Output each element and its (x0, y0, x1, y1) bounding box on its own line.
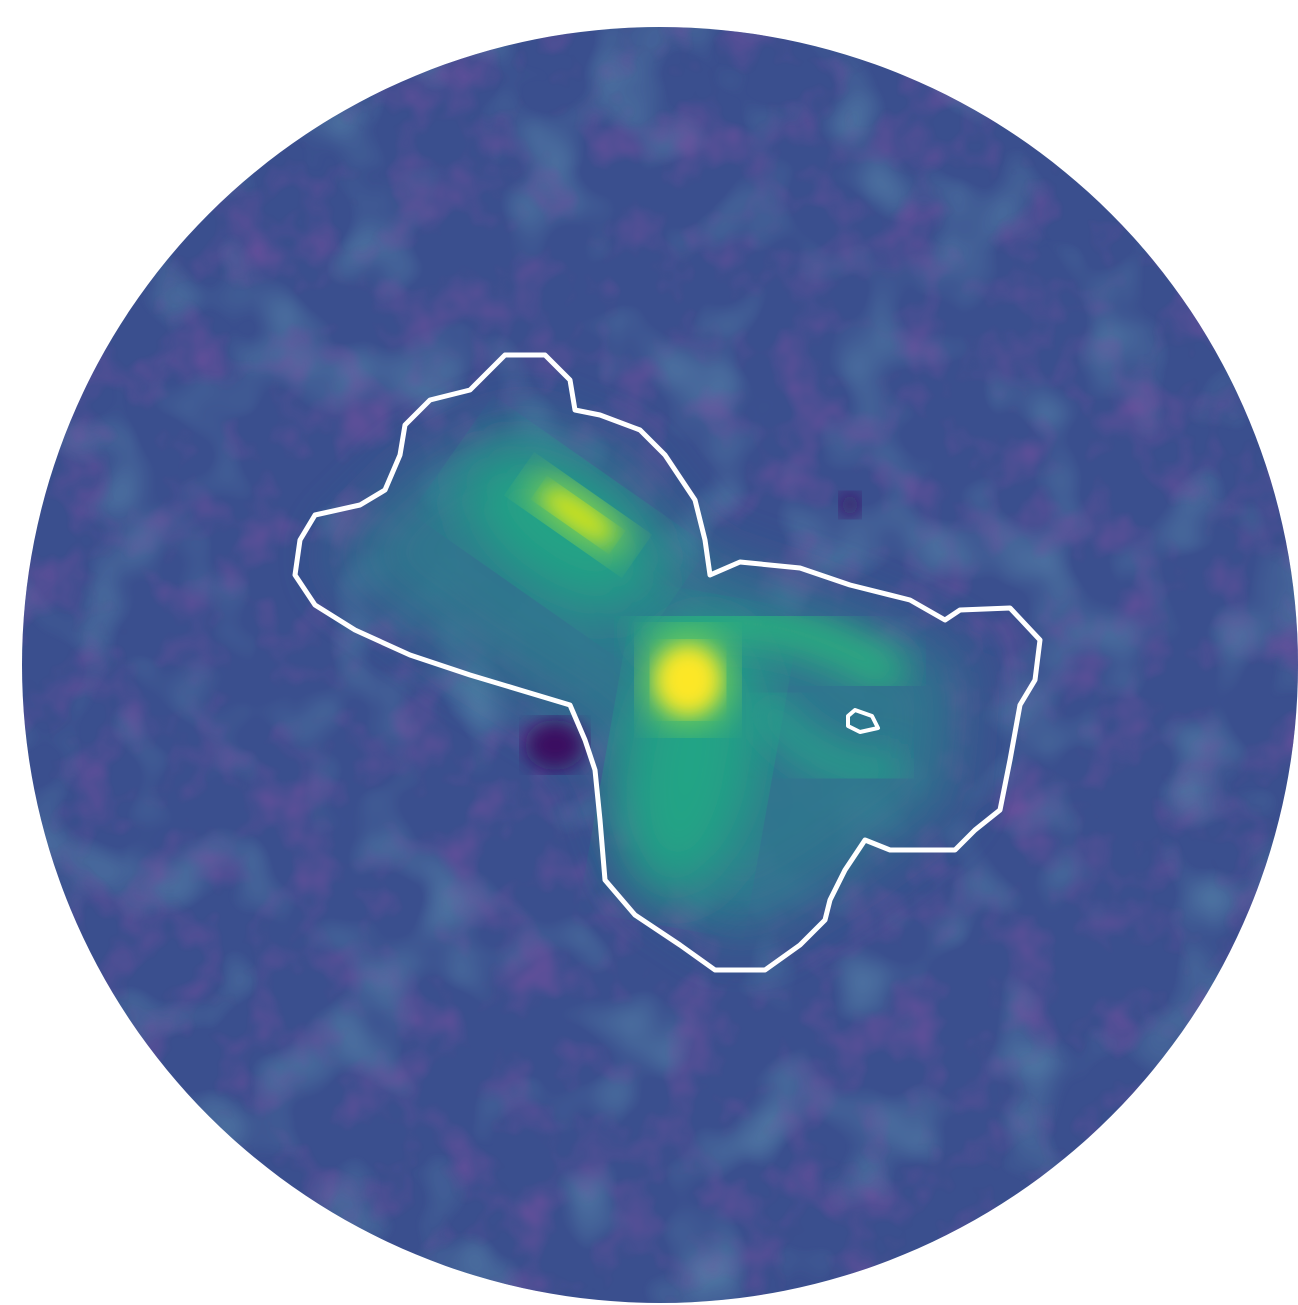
emission (330, 420, 960, 940)
contour (292, 352, 1043, 973)
contour-small (846, 708, 880, 734)
